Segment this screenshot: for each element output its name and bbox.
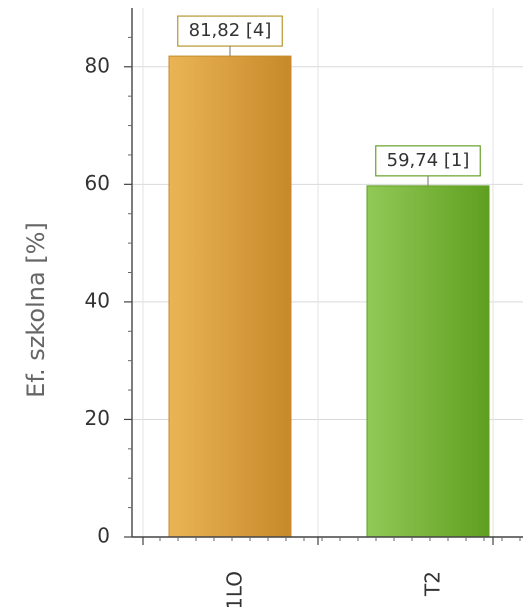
- data-label-box-T2: [375, 145, 481, 177]
- y-axis-title: Ef. szkolna [%]: [22, 222, 50, 398]
- data-label-box-1LO: [177, 15, 283, 47]
- bar-T2: [366, 185, 490, 538]
- y-tick-label: 20: [85, 406, 110, 430]
- y-tick-labels: 0 20 40 60 80: [85, 53, 110, 547]
- y-tick-label: 60: [85, 171, 110, 195]
- data-label-T2: 59,74 [1]: [387, 150, 470, 171]
- x-tick-label-T2: T2: [421, 571, 445, 597]
- y-tick-label: 40: [85, 288, 110, 312]
- axes: [124, 8, 523, 545]
- y-tick-label: 80: [85, 53, 110, 77]
- x-tick-labels: 1LO T2: [223, 571, 445, 607]
- bars: [168, 55, 490, 538]
- data-label-1LO: 81,82 [4]: [189, 20, 272, 41]
- data-labels: 81,82 [4] 59,74 [1]: [177, 15, 481, 186]
- x-tick-label-1LO: 1LO: [223, 571, 247, 607]
- bar-1LO: [168, 55, 292, 538]
- y-tick-label: 0: [97, 524, 110, 548]
